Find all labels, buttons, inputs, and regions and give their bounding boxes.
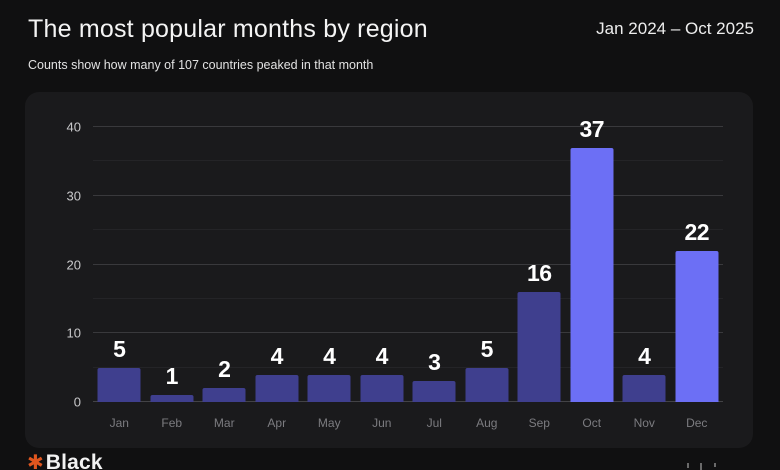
bar-jul	[412, 381, 456, 402]
x-tick-label-may: May	[317, 416, 341, 430]
x-tick-label-jun: Jun	[372, 416, 392, 430]
y-tick-label-0: 0	[73, 394, 81, 410]
bar-aug	[465, 367, 509, 402]
gridline-20	[93, 263, 723, 265]
gridline-25	[93, 229, 723, 231]
date-range-label: Jan 2024 – Oct 2025	[596, 19, 754, 38]
bar-slot-may: 4	[303, 92, 356, 402]
bar-dec	[675, 250, 719, 402]
x-tick-label-aug: Aug	[476, 416, 498, 430]
bar-slot-jul: 3	[408, 92, 461, 402]
bar-slot-jan: 5	[93, 92, 146, 402]
x-tick-label-oct: Oct	[582, 416, 602, 430]
gridline-15	[93, 297, 723, 299]
bar-value-label-jun: 4	[375, 342, 389, 369]
bar-oct	[570, 147, 614, 402]
x-tick-label-feb: Feb	[161, 416, 183, 430]
gridline-10	[93, 332, 723, 334]
bar-slot-nov: 4	[618, 92, 671, 402]
bar-slot-oct: 37	[566, 92, 619, 402]
bar-value-label-oct: 37	[579, 115, 605, 142]
bar-value-label-feb: 1	[165, 363, 179, 390]
plot-area: 5 1 2 4 4 4 3 5 16 37 4 22	[93, 92, 723, 402]
bar-value-label-jan: 5	[113, 335, 126, 362]
chart-subtitle: Counts show how many of 107 countries pe…	[28, 58, 374, 72]
x-tick-label-nov: Nov	[633, 416, 655, 430]
bar-nov	[622, 374, 666, 402]
x-tick-label-jan: Jan	[109, 416, 129, 430]
gridline-30	[93, 194, 723, 196]
x-tick-label-jul: Jul	[426, 416, 442, 430]
bar-slot-sep: 16	[513, 92, 566, 402]
footer-logo-text: Black	[45, 451, 103, 470]
y-tick-label-20: 20	[66, 257, 81, 272]
bar-mar	[202, 388, 246, 402]
bar-value-label-may: 4	[323, 342, 336, 369]
x-axis: Jan Feb Mar Apr May Jun Jul Aug Sep Oct Nov Dec	[93, 410, 723, 434]
bar-slot-feb: 1	[146, 92, 199, 402]
bar-feb	[150, 395, 194, 402]
gridline-35	[93, 160, 723, 162]
x-tick-label-apr: Apr	[267, 416, 287, 430]
bar-slot-apr: 4	[251, 92, 304, 402]
chart-card: 5 1 2 4 4 4 3 5 16 37 4 22 0 10 20 30 40 Jan Feb Mar Apr Ma…	[25, 92, 753, 448]
bar-slot-aug: 5	[461, 92, 514, 402]
bar-sep	[517, 292, 561, 402]
bar-series: 5 1 2 4 4 4 3 5 16 37 4 22	[93, 92, 723, 402]
bar-may	[307, 374, 351, 402]
bar-value-label-nov: 4	[638, 342, 651, 369]
x-tick-label-sep: Sep	[528, 416, 550, 430]
bar-slot-jun: 4	[356, 92, 409, 402]
x-tick-label-dec: Dec	[686, 416, 708, 430]
y-tick-label-40: 40	[66, 119, 81, 135]
chart-header: The most popular months by region Jan 20…	[28, 14, 754, 44]
y-tick-label-30: 30	[66, 188, 81, 204]
bar-value-label-mar: 2	[218, 356, 231, 383]
gridline-5	[93, 366, 723, 368]
footer-logo: ✱ Black	[27, 452, 103, 470]
bar-value-label-dec: 22	[684, 218, 710, 245]
gridline-40	[93, 126, 723, 127]
bar-value-label-apr: 4	[270, 342, 284, 369]
gridline-0	[93, 401, 723, 402]
bar-slot-dec: 22	[671, 92, 724, 402]
bottom-right-cutoff-fragment	[687, 463, 716, 470]
x-tick-label-mar: Mar	[213, 416, 235, 430]
page-title: The most popular months by region	[28, 15, 428, 43]
bar-slot-mar: 2	[198, 92, 251, 402]
y-tick-label-10: 10	[66, 325, 81, 341]
bar-value-label-jul: 3	[428, 349, 441, 376]
bar-jun	[360, 374, 404, 402]
bar-jan	[97, 367, 141, 402]
bar-apr	[255, 374, 299, 402]
bar-value-label-sep: 16	[526, 260, 552, 286]
asterisk-icon: ✱	[27, 450, 44, 470]
bar-value-label-aug: 5	[480, 335, 494, 362]
y-axis: 0 10 20 30 40	[25, 92, 81, 410]
